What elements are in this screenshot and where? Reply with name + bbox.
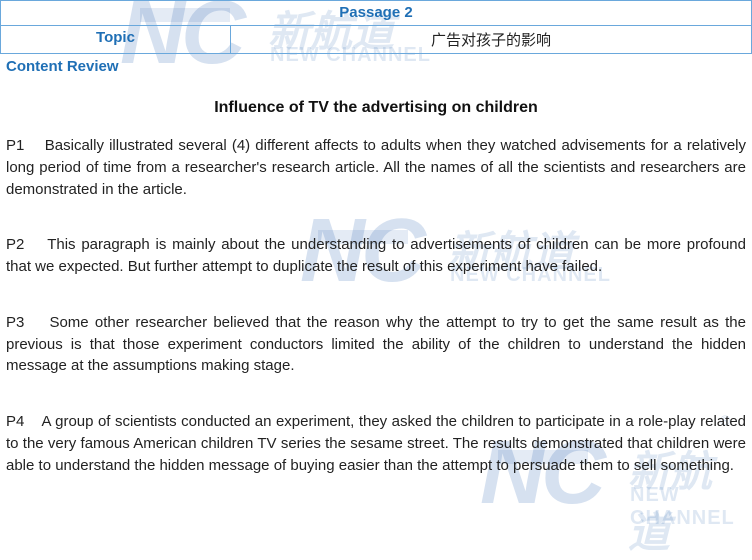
passage-header: Passage 2: [0, 0, 752, 26]
watermark-en: NEW CHANNEL: [630, 484, 752, 530]
document-title: Influence of TV the advertising on child…: [0, 99, 752, 117]
paragraph-text: Some other researcher believed that the …: [6, 314, 746, 375]
paragraph-text: A group of scientists conducted an exper…: [6, 413, 746, 474]
paragraph-label: P4: [6, 413, 24, 430]
paragraph-4: P4 A group of scientists conducted an ex…: [0, 411, 752, 476]
paragraph-label: P3: [6, 314, 24, 331]
paragraph-text: Basically illustrated several (4) differ…: [6, 137, 746, 198]
content-review-label: Content Review: [0, 54, 752, 77]
paragraph-text: This paragraph is mainly about the under…: [6, 236, 746, 275]
paragraph-label: P2: [6, 236, 24, 253]
document-content: Passage 2 Topic 广告对孩子的影响 Content Review …: [0, 0, 752, 476]
paragraph-2: P2 This paragraph is mainly about the un…: [0, 234, 752, 278]
paragraph-1: P1 Basically illustrated several (4) dif…: [0, 135, 752, 200]
topic-label: Topic: [1, 26, 231, 53]
topic-value: 广告对孩子的影响: [231, 26, 751, 53]
passage-title: Passage 2: [339, 4, 412, 21]
paragraph-label: P1: [6, 137, 24, 154]
paragraph-3: P3 Some other researcher believed that t…: [0, 312, 752, 377]
topic-row: Topic 广告对孩子的影响: [0, 26, 752, 54]
